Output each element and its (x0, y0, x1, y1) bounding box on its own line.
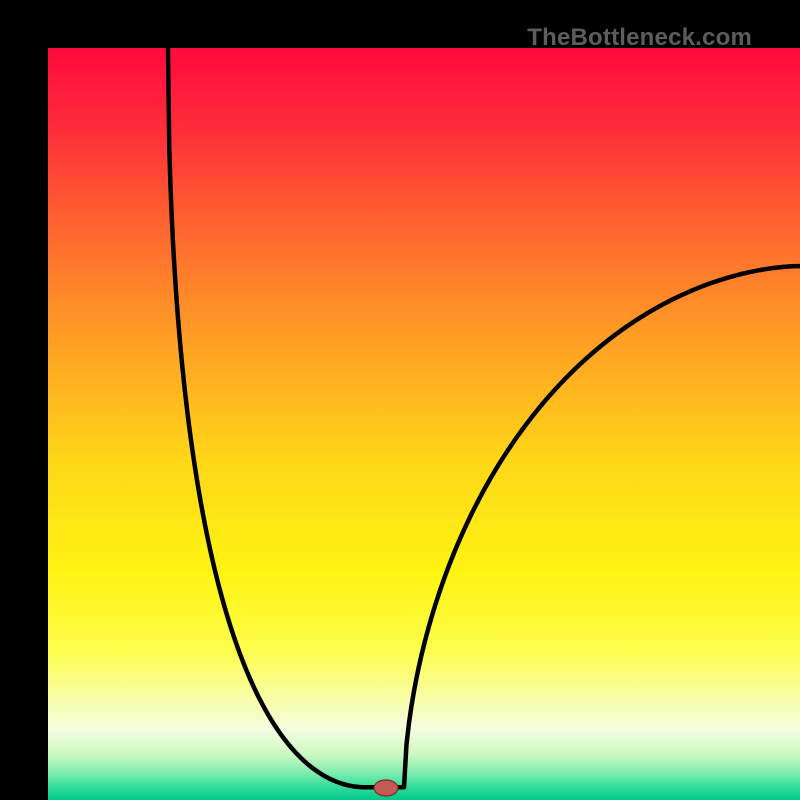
outer-frame: TheBottleneck.com (0, 0, 800, 800)
watermark-text: TheBottleneck.com (527, 24, 752, 52)
optimum-marker (374, 780, 398, 796)
chart-svg (48, 48, 800, 800)
plot-area (48, 48, 800, 800)
gradient-background (48, 48, 800, 800)
